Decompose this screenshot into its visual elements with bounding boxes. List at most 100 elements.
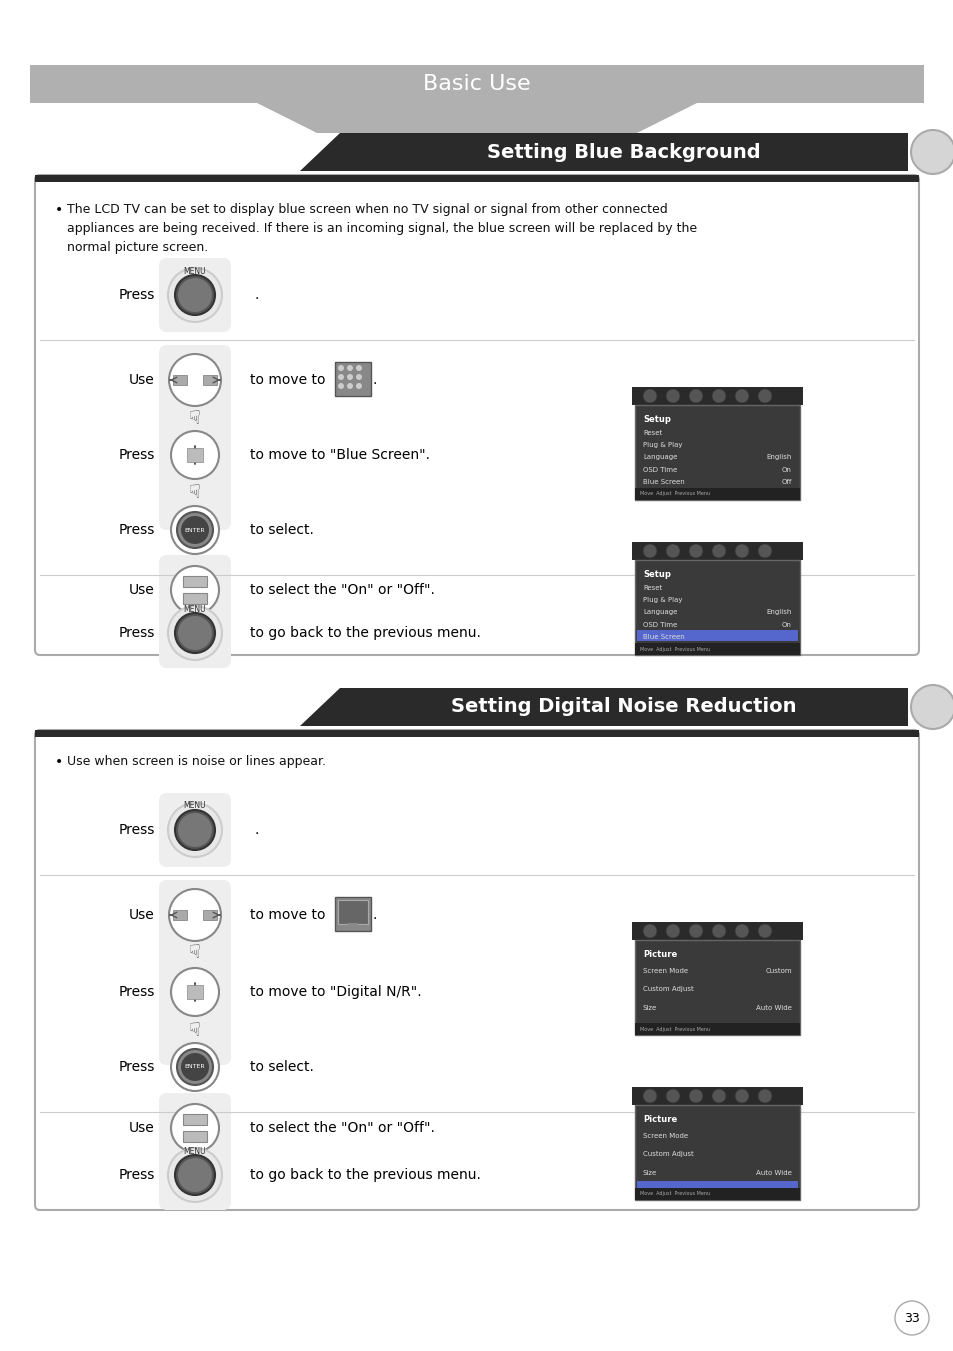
Text: MENU: MENU [184,604,206,613]
Text: Plug & Play: Plug & Play [642,442,681,449]
Circle shape [347,374,353,380]
Bar [172,911,187,920]
Circle shape [181,1052,209,1081]
Bar [187,449,203,462]
Circle shape [347,365,353,372]
Text: Auto Wide: Auto Wide [756,1170,791,1175]
Circle shape [169,889,221,942]
Bar [631,542,802,561]
Text: Off: Off [781,1023,791,1029]
Circle shape [734,544,748,558]
Text: •: • [55,203,63,218]
Bar [631,921,802,940]
Text: Use when screen is noise or lines appear.: Use when screen is noise or lines appear… [67,755,326,767]
Text: to select the "On" or "Off".: to select the "On" or "Off". [250,584,435,597]
FancyBboxPatch shape [159,345,231,530]
Circle shape [177,1048,213,1085]
Text: to move to: to move to [250,908,325,921]
Text: Press: Press [118,985,154,998]
Bar [203,911,216,920]
Bar [635,940,800,1035]
FancyBboxPatch shape [159,258,231,332]
Circle shape [665,544,679,558]
Bar [203,376,216,385]
Bar [637,630,797,640]
Text: Off: Off [781,478,791,485]
FancyBboxPatch shape [159,1093,231,1163]
Circle shape [178,616,212,650]
Circle shape [711,389,725,403]
FancyBboxPatch shape [159,598,231,667]
Polygon shape [299,132,907,172]
Text: .: . [254,823,259,838]
Circle shape [337,382,344,389]
Circle shape [758,544,771,558]
Circle shape [174,276,214,315]
Circle shape [642,924,657,938]
Text: to move to "Digital N/R".: to move to "Digital N/R". [250,985,421,998]
Text: Custom Adjust: Custom Adjust [642,986,693,993]
Text: ☟: ☟ [189,943,201,962]
Text: Press: Press [118,523,154,536]
Circle shape [711,1089,725,1102]
Text: Auto Wide: Auto Wide [756,1005,791,1011]
Text: Move  Adjust  Previous Menu: Move Adjust Previous Menu [639,647,709,651]
Text: Setup: Setup [642,570,670,580]
Bar [337,900,368,924]
Circle shape [168,802,222,857]
Text: English: English [766,609,791,616]
Text: ☟: ☟ [189,1020,201,1039]
Circle shape [711,924,725,938]
FancyBboxPatch shape [159,1140,231,1210]
Text: OSD Time: OSD Time [642,466,677,473]
Text: Use: Use [129,1121,154,1135]
Circle shape [758,1089,771,1102]
Circle shape [355,365,361,372]
Text: MENU: MENU [184,1147,206,1155]
Circle shape [168,1148,222,1202]
Text: Digital N/R: Digital N/R [642,1188,679,1194]
Text: .: . [254,288,259,303]
Circle shape [711,544,725,558]
Polygon shape [256,103,697,132]
Circle shape [894,1301,928,1335]
Circle shape [642,389,657,403]
Text: Press: Press [118,1169,154,1182]
Text: Reset: Reset [642,430,661,436]
Text: Setting Blue Background: Setting Blue Background [487,142,760,162]
Circle shape [181,516,209,544]
Text: Press: Press [118,626,154,640]
Circle shape [171,566,219,613]
Bar [183,1115,207,1125]
Circle shape [174,613,214,653]
Text: Custom Adjust: Custom Adjust [642,1151,693,1158]
Text: ENTER: ENTER [185,527,205,532]
Bar [35,176,918,182]
Bar [635,643,800,655]
Circle shape [174,1155,214,1196]
Circle shape [171,969,219,1016]
Circle shape [734,1089,748,1102]
Text: Blue Screen: Blue Screen [642,634,684,640]
Bar [635,561,800,655]
Text: Press: Press [118,823,154,838]
Circle shape [355,374,361,380]
FancyBboxPatch shape [159,793,231,867]
Text: to select.: to select. [250,1061,314,1074]
Text: Language: Language [642,609,677,616]
Bar [335,897,371,931]
Bar [183,576,207,586]
Text: Basic Use: Basic Use [423,74,530,95]
Bar [183,593,207,604]
Text: to go back to the previous menu.: to go back to the previous menu. [250,1169,480,1182]
Text: Screen Mode: Screen Mode [642,1133,687,1139]
Text: .: . [373,908,377,921]
Text: APC: APC [642,490,656,497]
Text: .: . [373,373,377,386]
Bar [30,65,923,103]
Circle shape [168,607,222,661]
Bar [635,405,800,500]
Text: Reset: Reset [642,585,661,592]
Text: OSD Time: OSD Time [642,621,677,628]
Circle shape [688,924,702,938]
